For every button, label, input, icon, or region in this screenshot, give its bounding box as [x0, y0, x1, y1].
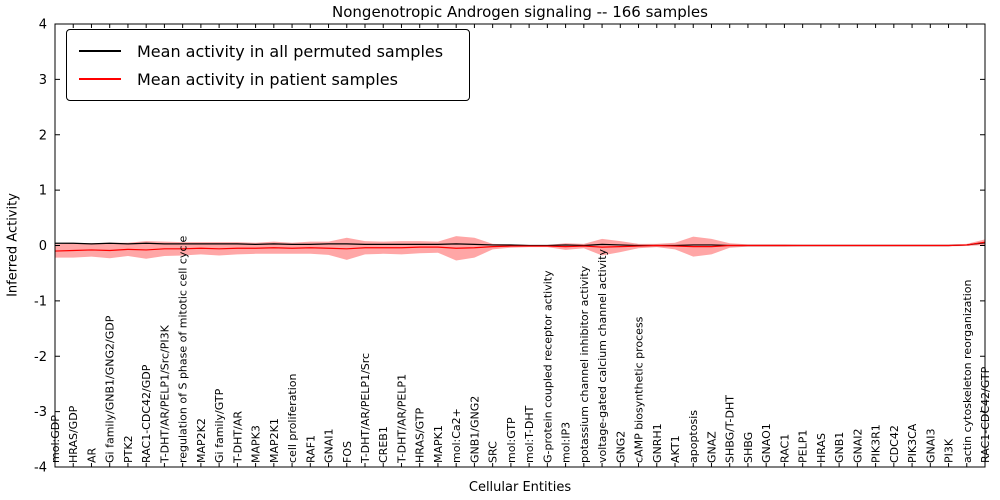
x-tick-label: SHBG [742, 432, 755, 463]
x-tick-label: GNAI3 [924, 428, 937, 463]
x-tick-label: Gi family/GTP [213, 388, 226, 463]
y-tick-label: -3 [34, 405, 47, 420]
legend-label-patient: Mean activity in patient samples [137, 69, 398, 89]
legend: Mean activity in all permuted samples Me… [66, 29, 471, 101]
x-tick-label: FOS [341, 441, 354, 463]
x-tick-label: GNB1 [833, 432, 846, 463]
y-axis-label: Inferred Activity [5, 193, 21, 297]
x-tick-label: GNAZ [705, 431, 718, 463]
x-tick-label: T-DHT/AR/PELP1 [395, 374, 408, 464]
x-tick-label: GNAI1 [323, 428, 336, 463]
x-tick-label: MAP2K1 [268, 418, 281, 463]
plot-frame [54, 23, 986, 468]
x-tick-label: potassium channel inhibitor activity [578, 265, 591, 463]
x-tick-label: GNG2 [614, 431, 627, 463]
x-tick-label: cell proliferation [286, 373, 299, 463]
x-tick-label: PIK3R1 [870, 424, 883, 463]
x-tick-label: PELP1 [797, 430, 810, 463]
x-tick-label: MAPK1 [432, 425, 445, 463]
y-tick-label: -1 [34, 294, 47, 309]
y-tick-label: 1 [39, 184, 47, 199]
y-tick-label: 0 [39, 239, 47, 254]
x-tick-label: CREB1 [377, 426, 390, 463]
x-tick-label: Gi family/GNB1/GNG2/GDP [104, 315, 117, 463]
x-tick-label: cAMP biosynthetic process [633, 316, 646, 463]
x-tick-label: SHBG/T-DHT [724, 395, 737, 463]
x-tick-label: GNAI2 [851, 428, 864, 463]
y-tick-label: -2 [34, 350, 47, 365]
x-tick-label: SRC [487, 441, 500, 463]
x-tick-label: mol:GTP [505, 417, 518, 463]
x-tick-label: PI3K [943, 438, 956, 463]
x-tick-label: CDC42 [888, 425, 901, 463]
x-tick-label: regulation of S phase of mitotic cell cy… [177, 235, 190, 463]
x-tick-label: HRAS/GTP [414, 407, 427, 463]
x-tick-label: MAP2K2 [195, 418, 208, 463]
permuted-line-swatch [79, 50, 121, 52]
y-tick-label: 2 [39, 128, 47, 143]
patient-mean-line [54, 241, 986, 252]
x-tick-label: AR [85, 447, 98, 463]
x-tick-label: actin cytoskeleton reorganization [961, 279, 974, 463]
x-tick-label: G-protein coupled receptor activity [541, 270, 554, 463]
x-tick-label: GNRH1 [651, 423, 664, 463]
x-tick-label: T-DHT/AR/PELP1/Src [359, 353, 372, 464]
x-tick-label: mol:IP3 [560, 422, 573, 463]
x-tick-label: voltage-gated calcium channel activity [596, 248, 609, 463]
x-tick-label: HRAS/GDP [67, 405, 80, 463]
x-tick-label: RAF1 [304, 435, 317, 463]
x-tick-label: PIK3CA [906, 423, 919, 463]
y-tick-label: -4 [34, 461, 47, 476]
legend-item-permuted: Mean activity in all permuted samples [79, 37, 443, 65]
legend-label-permuted: Mean activity in all permuted samples [137, 41, 444, 61]
y-tick-label: 3 [39, 73, 47, 88]
x-tick-label: PTK2 [122, 435, 135, 463]
x-tick-label: T-DHT/AR [231, 411, 244, 464]
x-tick-label: RAC1 [778, 434, 791, 463]
x-tick-label: GNB1/GNG2 [468, 396, 481, 463]
x-tick-label: GNAO1 [760, 423, 773, 463]
x-tick-label: mol:Ca2+ [450, 408, 463, 463]
x-tick-label: RAC1-CDC42/GDP [140, 364, 153, 463]
y-tick-label: 4 [39, 18, 47, 33]
x-tick-label: MAPK3 [250, 425, 263, 463]
x-tick-label: mol:T-DHT [523, 405, 536, 463]
legend-item-patient: Mean activity in patient samples [79, 65, 443, 93]
x-tick-label: AKT1 [669, 435, 682, 463]
x-tick-label: HRAS [815, 433, 828, 463]
x-axis-label: Cellular Entities [468, 480, 572, 495]
x-tick-label: apoptosis [687, 410, 700, 463]
patient-line-swatch [79, 78, 121, 80]
x-tick-label: T-DHT/AR/PELP1/Src/PI3K [158, 324, 171, 464]
chart-title: Nongenotropic Androgen signaling -- 166 … [332, 3, 708, 21]
